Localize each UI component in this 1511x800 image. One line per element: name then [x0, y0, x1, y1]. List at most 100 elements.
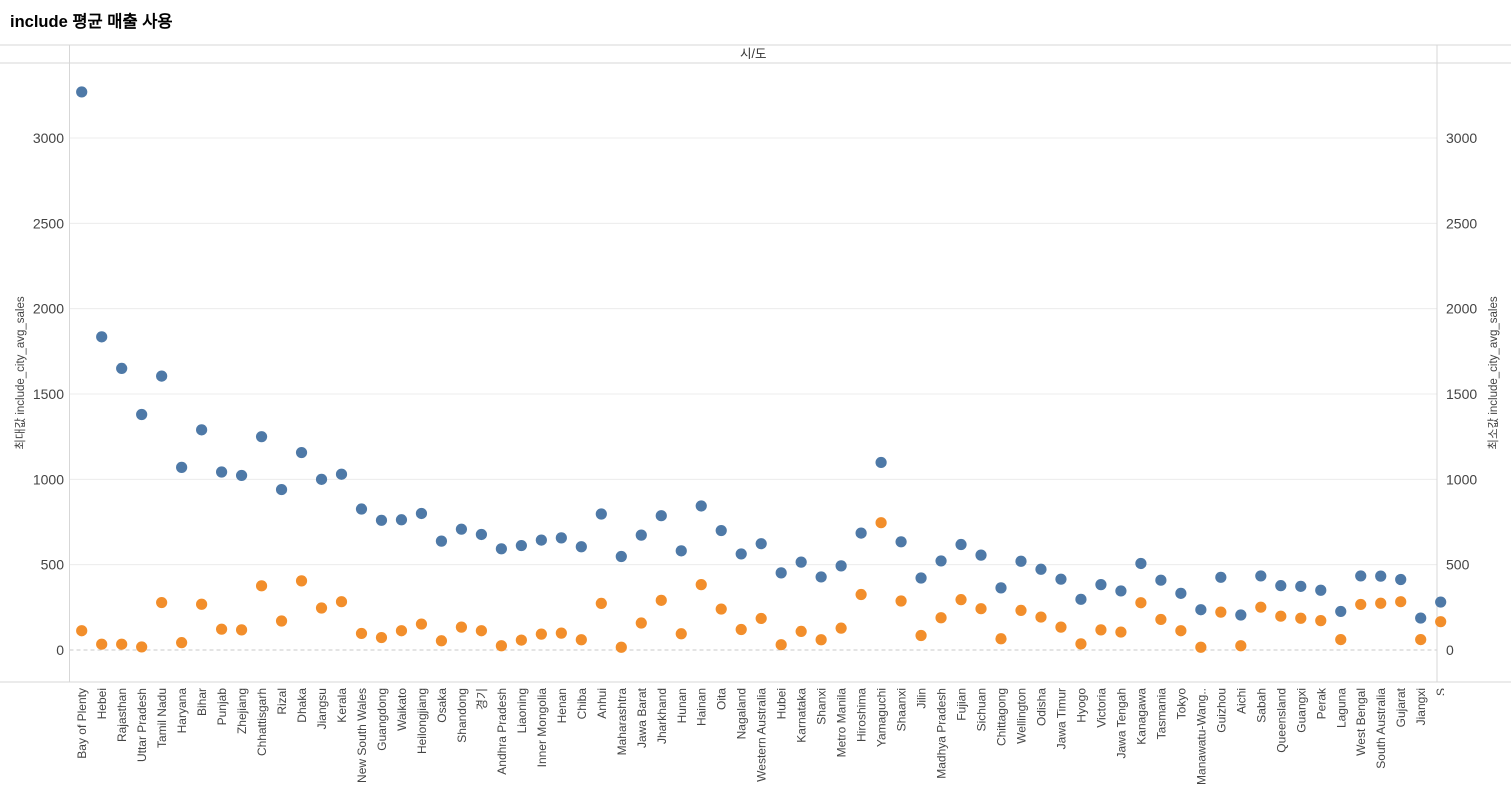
data-point-max[interactable] [156, 370, 168, 382]
data-point-min[interactable] [715, 603, 727, 615]
data-point-min[interactable] [196, 598, 208, 610]
data-point-max[interactable] [595, 508, 607, 520]
data-point-min[interactable] [1415, 633, 1427, 646]
data-point-max[interactable] [495, 543, 507, 555]
data-point-max[interactable] [1275, 580, 1287, 592]
data-point-max[interactable] [575, 541, 587, 553]
data-point-max[interactable] [375, 514, 388, 526]
data-point-max[interactable] [935, 555, 947, 567]
data-point-min[interactable] [1435, 616, 1447, 628]
data-point-min[interactable] [995, 633, 1007, 645]
data-point-max[interactable] [176, 461, 188, 473]
data-point-min[interactable] [355, 627, 368, 640]
data-point-min[interactable] [1235, 640, 1247, 652]
data-point-min[interactable] [335, 596, 348, 608]
data-point-min[interactable] [1315, 615, 1327, 627]
data-point-max[interactable] [455, 523, 468, 535]
data-point-max[interactable] [915, 572, 927, 584]
data-point-max[interactable] [635, 529, 647, 541]
data-point-min[interactable] [1015, 604, 1027, 617]
data-point-max[interactable] [835, 560, 847, 572]
data-point-min[interactable] [1075, 638, 1087, 650]
data-point-max[interactable] [1135, 557, 1147, 570]
data-point-min[interactable] [615, 641, 627, 653]
data-point-min[interactable] [595, 597, 607, 610]
data-point-max[interactable] [1335, 605, 1347, 618]
data-point-max[interactable] [395, 514, 408, 526]
data-point-max[interactable] [355, 503, 368, 515]
data-point-min[interactable] [835, 622, 847, 634]
data-point-min[interactable] [935, 612, 947, 624]
data-point-min[interactable] [96, 638, 108, 650]
data-point-min[interactable] [675, 628, 687, 640]
data-point-min[interactable] [515, 634, 527, 646]
data-point-max[interactable] [1415, 612, 1427, 624]
data-point-max[interactable] [1395, 573, 1407, 586]
data-point-min[interactable] [315, 602, 328, 614]
data-point-max[interactable] [695, 500, 707, 512]
data-point-min[interactable] [875, 517, 887, 529]
data-point-max[interactable] [1435, 596, 1447, 608]
data-point-max[interactable] [1195, 604, 1207, 616]
data-point-max[interactable] [315, 473, 328, 485]
data-point-max[interactable] [735, 548, 747, 560]
data-point-max[interactable] [475, 528, 487, 541]
data-point-max[interactable] [275, 483, 288, 496]
data-point-max[interactable] [1355, 570, 1367, 582]
data-point-min[interactable] [375, 631, 388, 644]
data-point-min[interactable] [215, 623, 228, 635]
data-point-min[interactable] [735, 623, 747, 636]
data-point-min[interactable] [955, 594, 967, 606]
data-point-max[interactable] [136, 408, 148, 421]
data-point-min[interactable] [1335, 633, 1347, 646]
data-point-max[interactable] [1235, 609, 1247, 621]
data-point-max[interactable] [1075, 593, 1087, 605]
data-point-min[interactable] [1055, 621, 1067, 633]
data-point-max[interactable] [196, 424, 208, 436]
data-point-max[interactable] [1015, 555, 1027, 567]
data-point-max[interactable] [535, 534, 547, 546]
data-point-min[interactable] [1095, 624, 1107, 636]
data-point-max[interactable] [335, 468, 348, 480]
data-point-max[interactable] [895, 536, 907, 548]
data-point-min[interactable] [76, 625, 88, 637]
data-point-min[interactable] [795, 625, 807, 637]
data-point-max[interactable] [755, 538, 767, 550]
data-point-min[interactable] [1215, 606, 1227, 618]
data-point-min[interactable] [815, 634, 827, 646]
data-point-max[interactable] [215, 466, 228, 478]
data-point-max[interactable] [795, 556, 807, 568]
data-point-max[interactable] [615, 550, 627, 563]
data-point-min[interactable] [116, 638, 128, 650]
data-point-max[interactable] [1155, 574, 1167, 586]
data-point-max[interactable] [1115, 585, 1127, 597]
data-point-max[interactable] [1215, 571, 1227, 583]
data-point-max[interactable] [555, 532, 567, 544]
data-point-min[interactable] [575, 634, 587, 646]
data-point-min[interactable] [895, 595, 907, 607]
data-point-min[interactable] [1395, 596, 1407, 608]
data-point-max[interactable] [955, 538, 967, 551]
data-point-min[interactable] [535, 628, 547, 640]
data-point-max[interactable] [76, 86, 88, 98]
data-point-min[interactable] [1355, 598, 1367, 611]
data-point-max[interactable] [775, 567, 787, 579]
data-point-min[interactable] [1255, 601, 1267, 613]
data-point-max[interactable] [855, 527, 867, 539]
data-point-min[interactable] [695, 579, 707, 591]
data-point-min[interactable] [136, 641, 148, 653]
data-point-min[interactable] [156, 596, 168, 609]
data-point-max[interactable] [1055, 573, 1067, 585]
data-point-min[interactable] [1175, 625, 1187, 637]
data-point-max[interactable] [875, 456, 887, 469]
data-point-max[interactable] [295, 446, 308, 459]
data-point-max[interactable] [435, 535, 448, 547]
data-point-min[interactable] [975, 603, 987, 615]
data-point-min[interactable] [855, 588, 867, 601]
data-point-min[interactable] [655, 594, 667, 606]
data-point-max[interactable] [415, 507, 428, 520]
data-point-min[interactable] [295, 575, 308, 587]
data-point-min[interactable] [1035, 611, 1047, 623]
data-point-min[interactable] [176, 637, 188, 649]
data-point-min[interactable] [635, 617, 647, 629]
